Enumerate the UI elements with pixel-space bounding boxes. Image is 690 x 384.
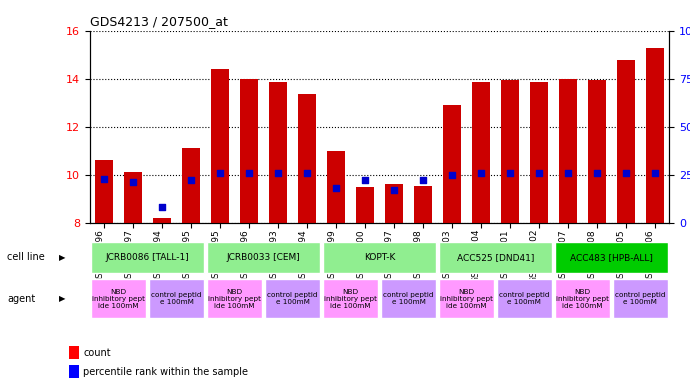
Text: control peptid
e 100mM: control peptid e 100mM (383, 292, 434, 305)
Bar (124, 172, 142, 223)
Bar (240, 79, 258, 223)
Text: JCRB0086 [TALL-1]: JCRB0086 [TALL-1] (106, 253, 190, 262)
Bar (207, 242, 320, 273)
Point (533, 170, 544, 176)
Bar (269, 82, 287, 223)
Bar (385, 184, 403, 223)
Point (128, 179, 139, 185)
Bar (211, 69, 229, 223)
Point (302, 170, 313, 176)
Bar (91, 279, 146, 318)
Bar (182, 148, 200, 223)
Point (157, 204, 168, 210)
Point (649, 170, 660, 176)
Text: percentile rank within the sample: percentile rank within the sample (83, 367, 248, 377)
Bar (530, 82, 548, 223)
Bar (265, 279, 320, 318)
Bar (95, 161, 113, 223)
Point (215, 170, 226, 176)
Point (591, 170, 602, 176)
Bar (443, 105, 461, 223)
Text: control peptid
e 100mM: control peptid e 100mM (267, 292, 318, 305)
Point (359, 177, 371, 184)
Point (331, 185, 342, 191)
Text: agent: agent (7, 294, 35, 304)
Text: NBD
inhibitory pept
ide 100mM: NBD inhibitory pept ide 100mM (208, 288, 261, 309)
Bar (327, 151, 345, 223)
Bar (559, 79, 577, 223)
Text: JCRB0033 [CEM]: JCRB0033 [CEM] (227, 253, 300, 262)
Text: ACC525 [DND41]: ACC525 [DND41] (457, 253, 534, 262)
Text: KOPT-K: KOPT-K (364, 253, 395, 262)
Bar (646, 48, 664, 223)
Text: cell line: cell line (7, 252, 45, 262)
Text: control peptid
e 100mM: control peptid e 100mM (499, 292, 550, 305)
Bar (298, 94, 316, 223)
Text: NBD
inhibitory pept
ide 100mM: NBD inhibitory pept ide 100mM (92, 288, 145, 309)
Point (273, 170, 284, 176)
Text: GDS4213 / 207500_at: GDS4213 / 207500_at (90, 15, 228, 28)
Bar (356, 187, 374, 223)
Bar (381, 279, 436, 318)
Point (562, 170, 573, 176)
Text: NBD
inhibitory pept
ide 100mM: NBD inhibitory pept ide 100mM (556, 288, 609, 309)
Bar (323, 242, 436, 273)
Text: control peptid
e 100mM: control peptid e 100mM (151, 292, 202, 305)
Bar (617, 60, 635, 223)
Bar (414, 185, 432, 223)
Bar (153, 218, 171, 223)
Point (99, 175, 110, 182)
Text: NBD
inhibitory pept
ide 100mM: NBD inhibitory pept ide 100mM (324, 288, 377, 309)
Bar (613, 279, 668, 318)
Point (417, 177, 428, 184)
Text: NBD
inhibitory pept
ide 100mM: NBD inhibitory pept ide 100mM (440, 288, 493, 309)
Point (186, 177, 197, 184)
Bar (497, 279, 552, 318)
Point (620, 170, 631, 176)
Bar (439, 242, 552, 273)
Bar (472, 82, 490, 223)
Bar (588, 80, 606, 223)
Point (388, 187, 400, 193)
Point (446, 172, 457, 178)
Bar (69, 365, 79, 378)
Point (504, 170, 515, 176)
Bar (69, 346, 79, 359)
Bar (501, 80, 519, 223)
Bar (555, 279, 610, 318)
Text: ▶: ▶ (59, 294, 65, 303)
Bar (149, 279, 204, 318)
Bar (439, 279, 494, 318)
Text: count: count (83, 348, 111, 358)
Bar (91, 242, 204, 273)
Bar (207, 279, 262, 318)
Bar (323, 279, 378, 318)
Text: ▶: ▶ (59, 253, 65, 262)
Point (244, 170, 255, 176)
Bar (555, 242, 668, 273)
Point (475, 170, 486, 176)
Text: control peptid
e 100mM: control peptid e 100mM (615, 292, 666, 305)
Text: ACC483 [HPB-ALL]: ACC483 [HPB-ALL] (570, 253, 653, 262)
